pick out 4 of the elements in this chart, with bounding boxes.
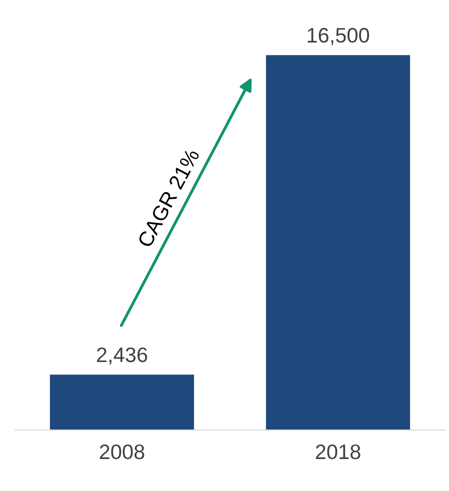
data-label: 2,436 <box>96 347 148 365</box>
x-tick-label: 2018 <box>316 444 360 460</box>
x-tick-label: 2008 <box>100 444 144 460</box>
data-label: 16,500 <box>308 28 370 46</box>
